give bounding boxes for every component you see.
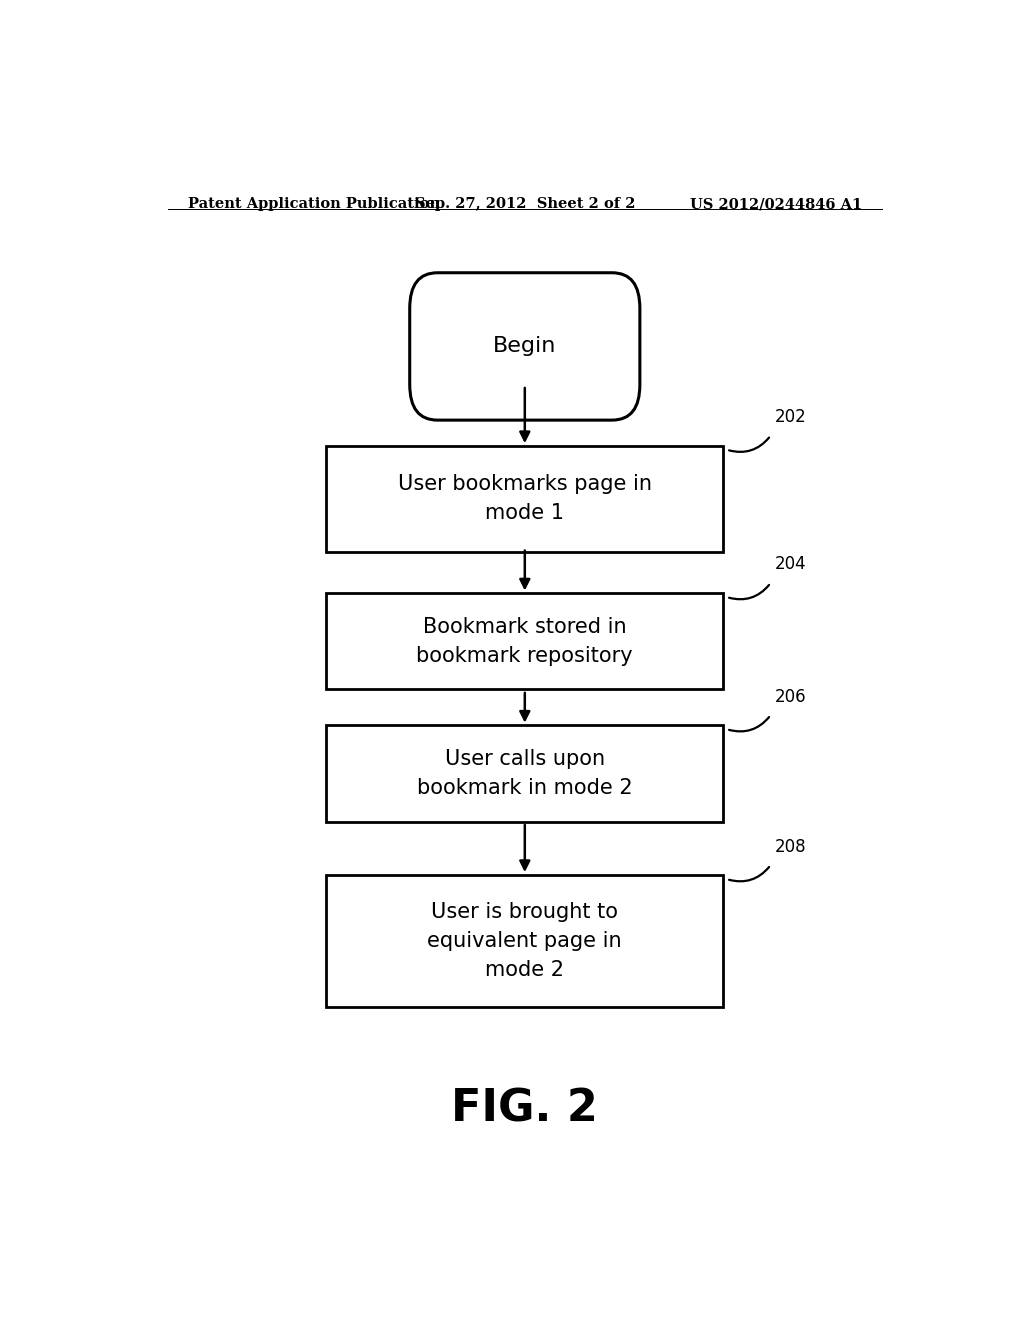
Text: 206: 206 bbox=[775, 688, 807, 706]
Text: User bookmarks page in
mode 1: User bookmarks page in mode 1 bbox=[397, 474, 652, 523]
Text: User is brought to
equivalent page in
mode 2: User is brought to equivalent page in mo… bbox=[427, 903, 623, 979]
Text: Begin: Begin bbox=[494, 337, 556, 356]
FancyArrowPatch shape bbox=[729, 867, 769, 882]
Text: User calls upon
bookmark in mode 2: User calls upon bookmark in mode 2 bbox=[417, 748, 633, 797]
FancyBboxPatch shape bbox=[327, 725, 723, 821]
Text: 202: 202 bbox=[775, 408, 807, 426]
FancyBboxPatch shape bbox=[327, 593, 723, 689]
Text: US 2012/0244846 A1: US 2012/0244846 A1 bbox=[690, 197, 862, 211]
FancyBboxPatch shape bbox=[410, 273, 640, 420]
FancyBboxPatch shape bbox=[327, 875, 723, 1007]
Text: FIG. 2: FIG. 2 bbox=[452, 1088, 598, 1130]
Text: 208: 208 bbox=[775, 837, 807, 855]
Text: 204: 204 bbox=[775, 556, 807, 573]
FancyBboxPatch shape bbox=[327, 446, 723, 552]
FancyArrowPatch shape bbox=[729, 437, 769, 451]
Text: Sep. 27, 2012  Sheet 2 of 2: Sep. 27, 2012 Sheet 2 of 2 bbox=[415, 197, 635, 211]
Text: Patent Application Publication: Patent Application Publication bbox=[187, 197, 439, 211]
Text: Bookmark stored in
bookmark repository: Bookmark stored in bookmark repository bbox=[417, 616, 633, 665]
FancyArrowPatch shape bbox=[729, 717, 769, 731]
FancyArrowPatch shape bbox=[729, 585, 769, 599]
